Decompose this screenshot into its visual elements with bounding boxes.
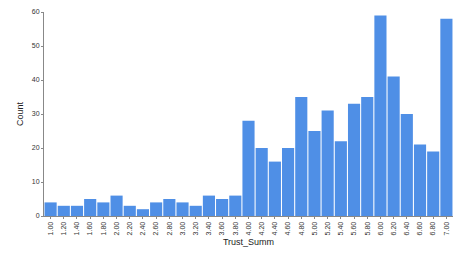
svg-text:5.00: 5.00 — [311, 222, 318, 236]
svg-text:7.00: 7.00 — [443, 222, 450, 236]
svg-text:1.40: 1.40 — [73, 222, 80, 236]
svg-text:2.40: 2.40 — [139, 222, 146, 236]
svg-text:3.20: 3.20 — [192, 222, 199, 236]
svg-text:20: 20 — [32, 144, 40, 151]
svg-text:2.00: 2.00 — [113, 222, 120, 236]
svg-text:3.00: 3.00 — [179, 222, 186, 236]
svg-text:3.40: 3.40 — [205, 222, 212, 236]
svg-text:4.60: 4.60 — [284, 222, 291, 236]
svg-text:10: 10 — [32, 178, 40, 185]
svg-text:4.40: 4.40 — [271, 222, 278, 236]
svg-text:0: 0 — [36, 212, 40, 219]
svg-text:6.40: 6.40 — [403, 222, 410, 236]
svg-text:1.60: 1.60 — [86, 222, 93, 236]
svg-text:5.20: 5.20 — [324, 222, 331, 236]
svg-text:4.80: 4.80 — [298, 222, 305, 236]
svg-text:Count: Count — [15, 102, 25, 127]
svg-text:40: 40 — [32, 76, 40, 83]
svg-text:6.20: 6.20 — [390, 222, 397, 236]
svg-text:1.80: 1.80 — [100, 222, 107, 236]
svg-text:6.80: 6.80 — [429, 222, 436, 236]
svg-text:Trust_Summ: Trust_Summ — [223, 237, 274, 247]
svg-text:30: 30 — [32, 110, 40, 117]
svg-text:3.80: 3.80 — [232, 222, 239, 236]
svg-text:5.60: 5.60 — [350, 222, 357, 236]
svg-text:4.20: 4.20 — [258, 222, 265, 236]
svg-text:2.80: 2.80 — [166, 222, 173, 236]
svg-text:6.00: 6.00 — [377, 222, 384, 236]
svg-text:1.00: 1.00 — [47, 222, 54, 236]
svg-text:4.00: 4.00 — [245, 222, 252, 236]
svg-text:1.20: 1.20 — [60, 222, 67, 236]
svg-text:3.60: 3.60 — [218, 222, 225, 236]
svg-text:2.20: 2.20 — [126, 222, 133, 236]
svg-text:6.60: 6.60 — [416, 222, 423, 236]
svg-text:5.80: 5.80 — [364, 222, 371, 236]
svg-text:60: 60 — [32, 8, 40, 15]
svg-text:50: 50 — [32, 42, 40, 49]
svg-text:5.40: 5.40 — [337, 222, 344, 236]
svg-text:2.60: 2.60 — [152, 222, 159, 236]
